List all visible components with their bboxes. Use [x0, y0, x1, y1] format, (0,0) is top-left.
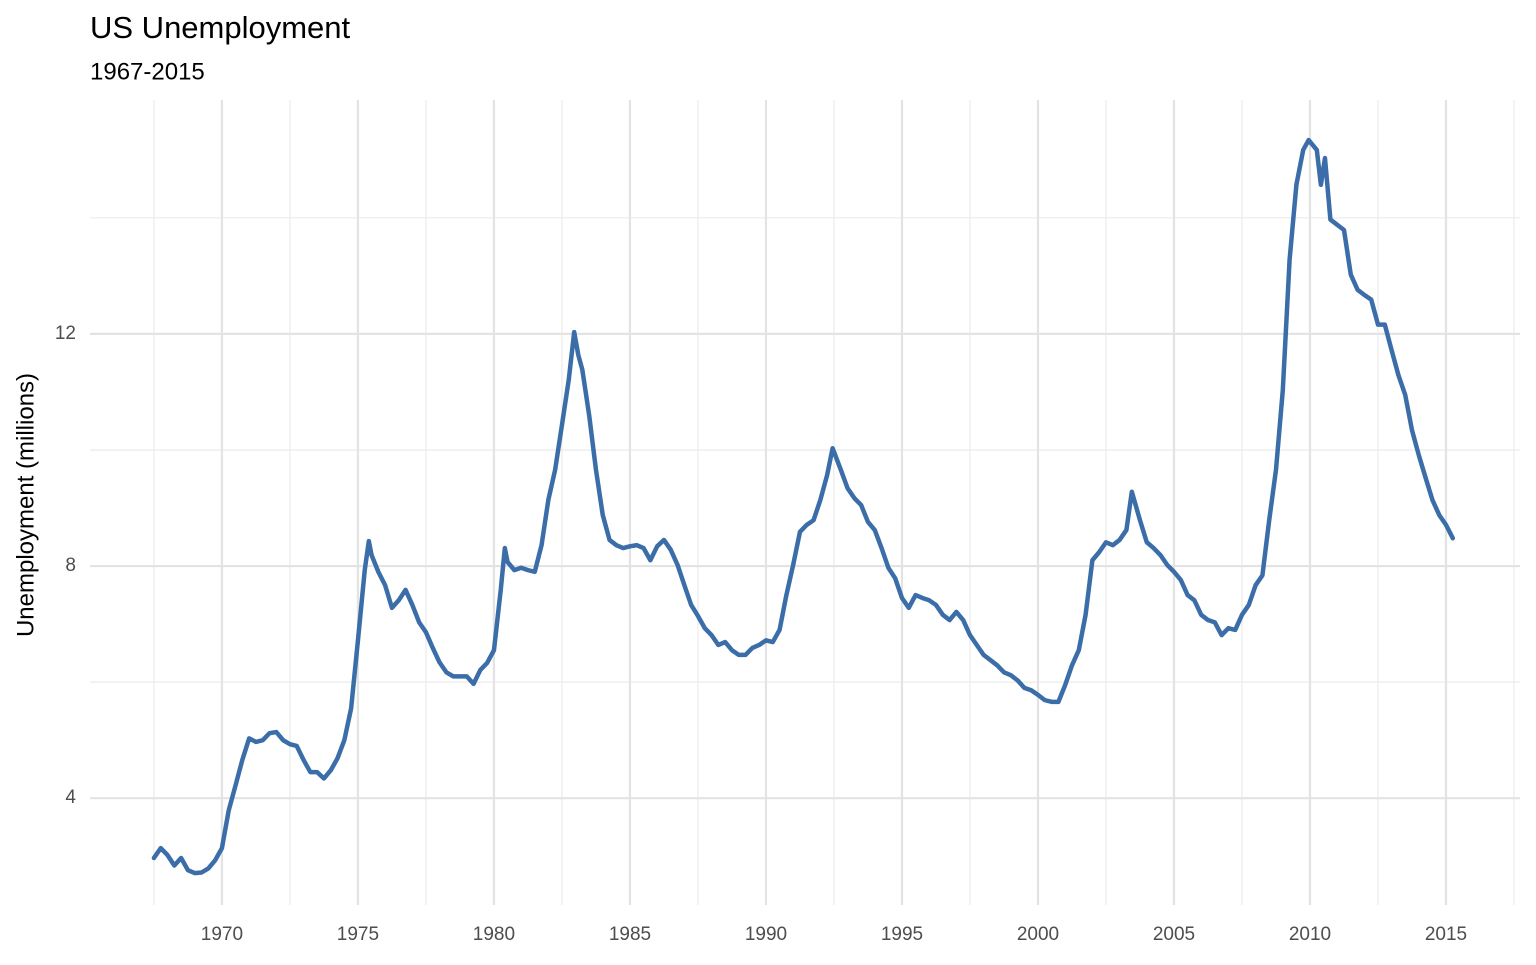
x-tick-label: 1990 — [745, 924, 787, 945]
y-axis-label: Unemployment (millions) — [12, 373, 39, 637]
x-tick-label: 1985 — [609, 924, 651, 945]
x-tick-label: 1995 — [881, 924, 923, 945]
x-tick-label: 2000 — [1017, 924, 1059, 945]
x-tick-label: 2010 — [1289, 924, 1331, 945]
y-tick-label: 4 — [65, 787, 76, 808]
chart-subtitle: 1967-2015 — [90, 58, 205, 85]
chart-title: US Unemployment — [90, 10, 351, 45]
x-tick-label: 1980 — [473, 924, 515, 945]
x-tick-label: 1970 — [201, 924, 243, 945]
x-tick-label: 1975 — [337, 924, 379, 945]
y-tick-label: 8 — [65, 555, 76, 576]
line — [151, 137, 1456, 876]
grid — [90, 100, 1520, 905]
x-tick-label: 2005 — [1153, 924, 1195, 945]
plot — [151, 137, 1456, 876]
x-tick-label: 2015 — [1425, 924, 1467, 945]
y-tick-label: 12 — [55, 323, 76, 344]
